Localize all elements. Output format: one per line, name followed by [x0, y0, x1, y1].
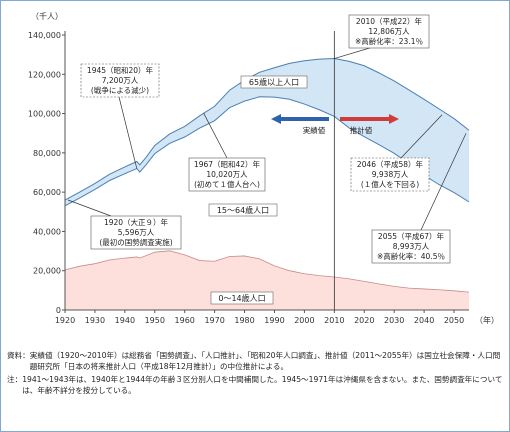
callout-2055-line-2: 8,993万人 — [393, 242, 430, 251]
callout-1920-line-3: (最初の国勢調査実施) — [99, 237, 172, 247]
source-text: 実績値（1920～2010年）は総務省「国勢調査」、「人口推計」、「昭和20年人… — [29, 351, 501, 371]
arrow-projected-label: 推計値 — [350, 125, 373, 135]
y-tick-label: 80,000 — [33, 149, 61, 158]
callout-2055-line-1: 2055（平成67）年 — [378, 231, 445, 241]
callout-1967-line-3: (初めて１億人台へ) — [194, 179, 260, 189]
y-tick-label: 120,000 — [28, 70, 61, 79]
callout-2010-line-3: ※高齢化率：23.1％ — [355, 36, 423, 46]
callout-1945-leader — [118, 96, 138, 169]
callout-1945-line-1: 1945（昭和20）年 — [87, 65, 154, 75]
footnote-head: 注： — [7, 375, 23, 384]
callout-1967-leader — [203, 113, 228, 159]
callout-2046-box — [350, 157, 430, 192]
label-65-plus-box — [240, 75, 308, 89]
x-tick-label: 1970 — [204, 316, 224, 325]
callout-2046-line-3: (１億人を下回る) — [361, 179, 419, 189]
label-0-14: 0～14歳人口 — [218, 293, 265, 303]
line-under-65 — [64, 96, 470, 207]
y-tick-label: 40,000 — [33, 227, 61, 236]
x-axis-title: （年） — [475, 315, 499, 325]
callout-2046-line-1: 2046（平成58）年 — [357, 159, 424, 169]
footnote: 注： 1941～1943年は、1940年と1944年の年齢３区分別人口を中間補間… — [7, 374, 503, 396]
callout-1920-line-1: 1920（大正９）年 — [104, 217, 169, 227]
footnote-text: 1941～1943年は、1940年と1944年の年齢３区分別人口を中間補間した。… — [22, 375, 503, 395]
x-tick-label: 1920 — [55, 316, 75, 325]
population-chart: 0 20,000 40,000 60,000 80,000 100,000 120,000 1… — [28, 11, 499, 325]
callout-1967-box — [188, 157, 266, 192]
line-under-15 — [64, 250, 470, 293]
x-tick-label: 1930 — [85, 316, 105, 325]
source-head: 資料： — [7, 351, 30, 360]
label-65-plus: 65歳以上人口 — [249, 77, 299, 87]
area-0-14 — [65, 250, 469, 310]
arrow-projected — [340, 114, 399, 124]
x-tick-label: 1980 — [234, 316, 254, 325]
y-tick-label: 60,000 — [33, 188, 61, 197]
x-tick-label: 2000 — [294, 316, 314, 325]
callout-1945-box — [80, 63, 160, 98]
callout-2046-leader — [400, 114, 443, 159]
area-65-plus — [65, 58, 469, 206]
y-tick-label: 100,000 — [28, 110, 61, 119]
label-15-64-box — [208, 203, 278, 217]
callout-1920-line-2: 5,596万人 — [118, 228, 155, 237]
x-tick-label: 1940 — [115, 316, 135, 325]
callout-2010-line-2: 12,806万人 — [368, 27, 410, 36]
arrow-actual-label: 実績値 — [303, 125, 326, 135]
callout-1920-leader — [67, 199, 112, 217]
x-tick-label: 2010 — [324, 316, 344, 325]
callout-1920-box — [90, 215, 182, 250]
y-tick-label: 20,000 — [33, 267, 61, 276]
x-tick-label: 2050 — [444, 316, 464, 325]
callout-2010-box — [348, 14, 430, 49]
callout-1945-line-2: 7,200万人 — [102, 76, 139, 85]
callout-2055-box — [371, 229, 451, 264]
y-tick-label: 140,000 — [28, 31, 61, 40]
arrow-actual — [271, 114, 329, 124]
x-tick-label: 1960 — [175, 316, 195, 325]
y-axis-title: （千人） — [31, 11, 63, 21]
x-tick-label: 2040 — [414, 316, 434, 325]
x-tick-label: 1950 — [145, 316, 165, 325]
callout-1967-line-1: 1967（昭和42）年 — [194, 159, 261, 169]
label-15-64: 15～64歳人口 — [217, 205, 269, 215]
callout-2046-line-2: 9,938万人 — [372, 170, 409, 179]
x-tick-label: 2020 — [354, 316, 374, 325]
callout-2055-line-3: ※高齢化率：40.5％ — [377, 251, 445, 261]
callout-2055-leader — [420, 133, 467, 231]
y-tick-label: 0 — [56, 306, 61, 315]
callout-2010-line-1: 2010（平成22）年 — [356, 16, 423, 26]
callout-2010-leader — [334, 46, 374, 59]
x-tick-label: 2030 — [384, 316, 404, 325]
notes: 資料： 実績値（1920～2010年）は総務省「国勢調査」、「人口推計」、「昭和… — [7, 350, 503, 396]
callout-1967-line-2: 10,020万人 — [206, 170, 248, 179]
x-tick-label: 1990 — [264, 316, 284, 325]
source-note: 資料： 実績値（1920～2010年）は総務省「国勢調査」、「人口推計」、「昭和… — [7, 350, 503, 372]
label-0-14-box — [210, 291, 274, 305]
callout-1945-line-3: (戦争による減少) — [91, 85, 149, 95]
